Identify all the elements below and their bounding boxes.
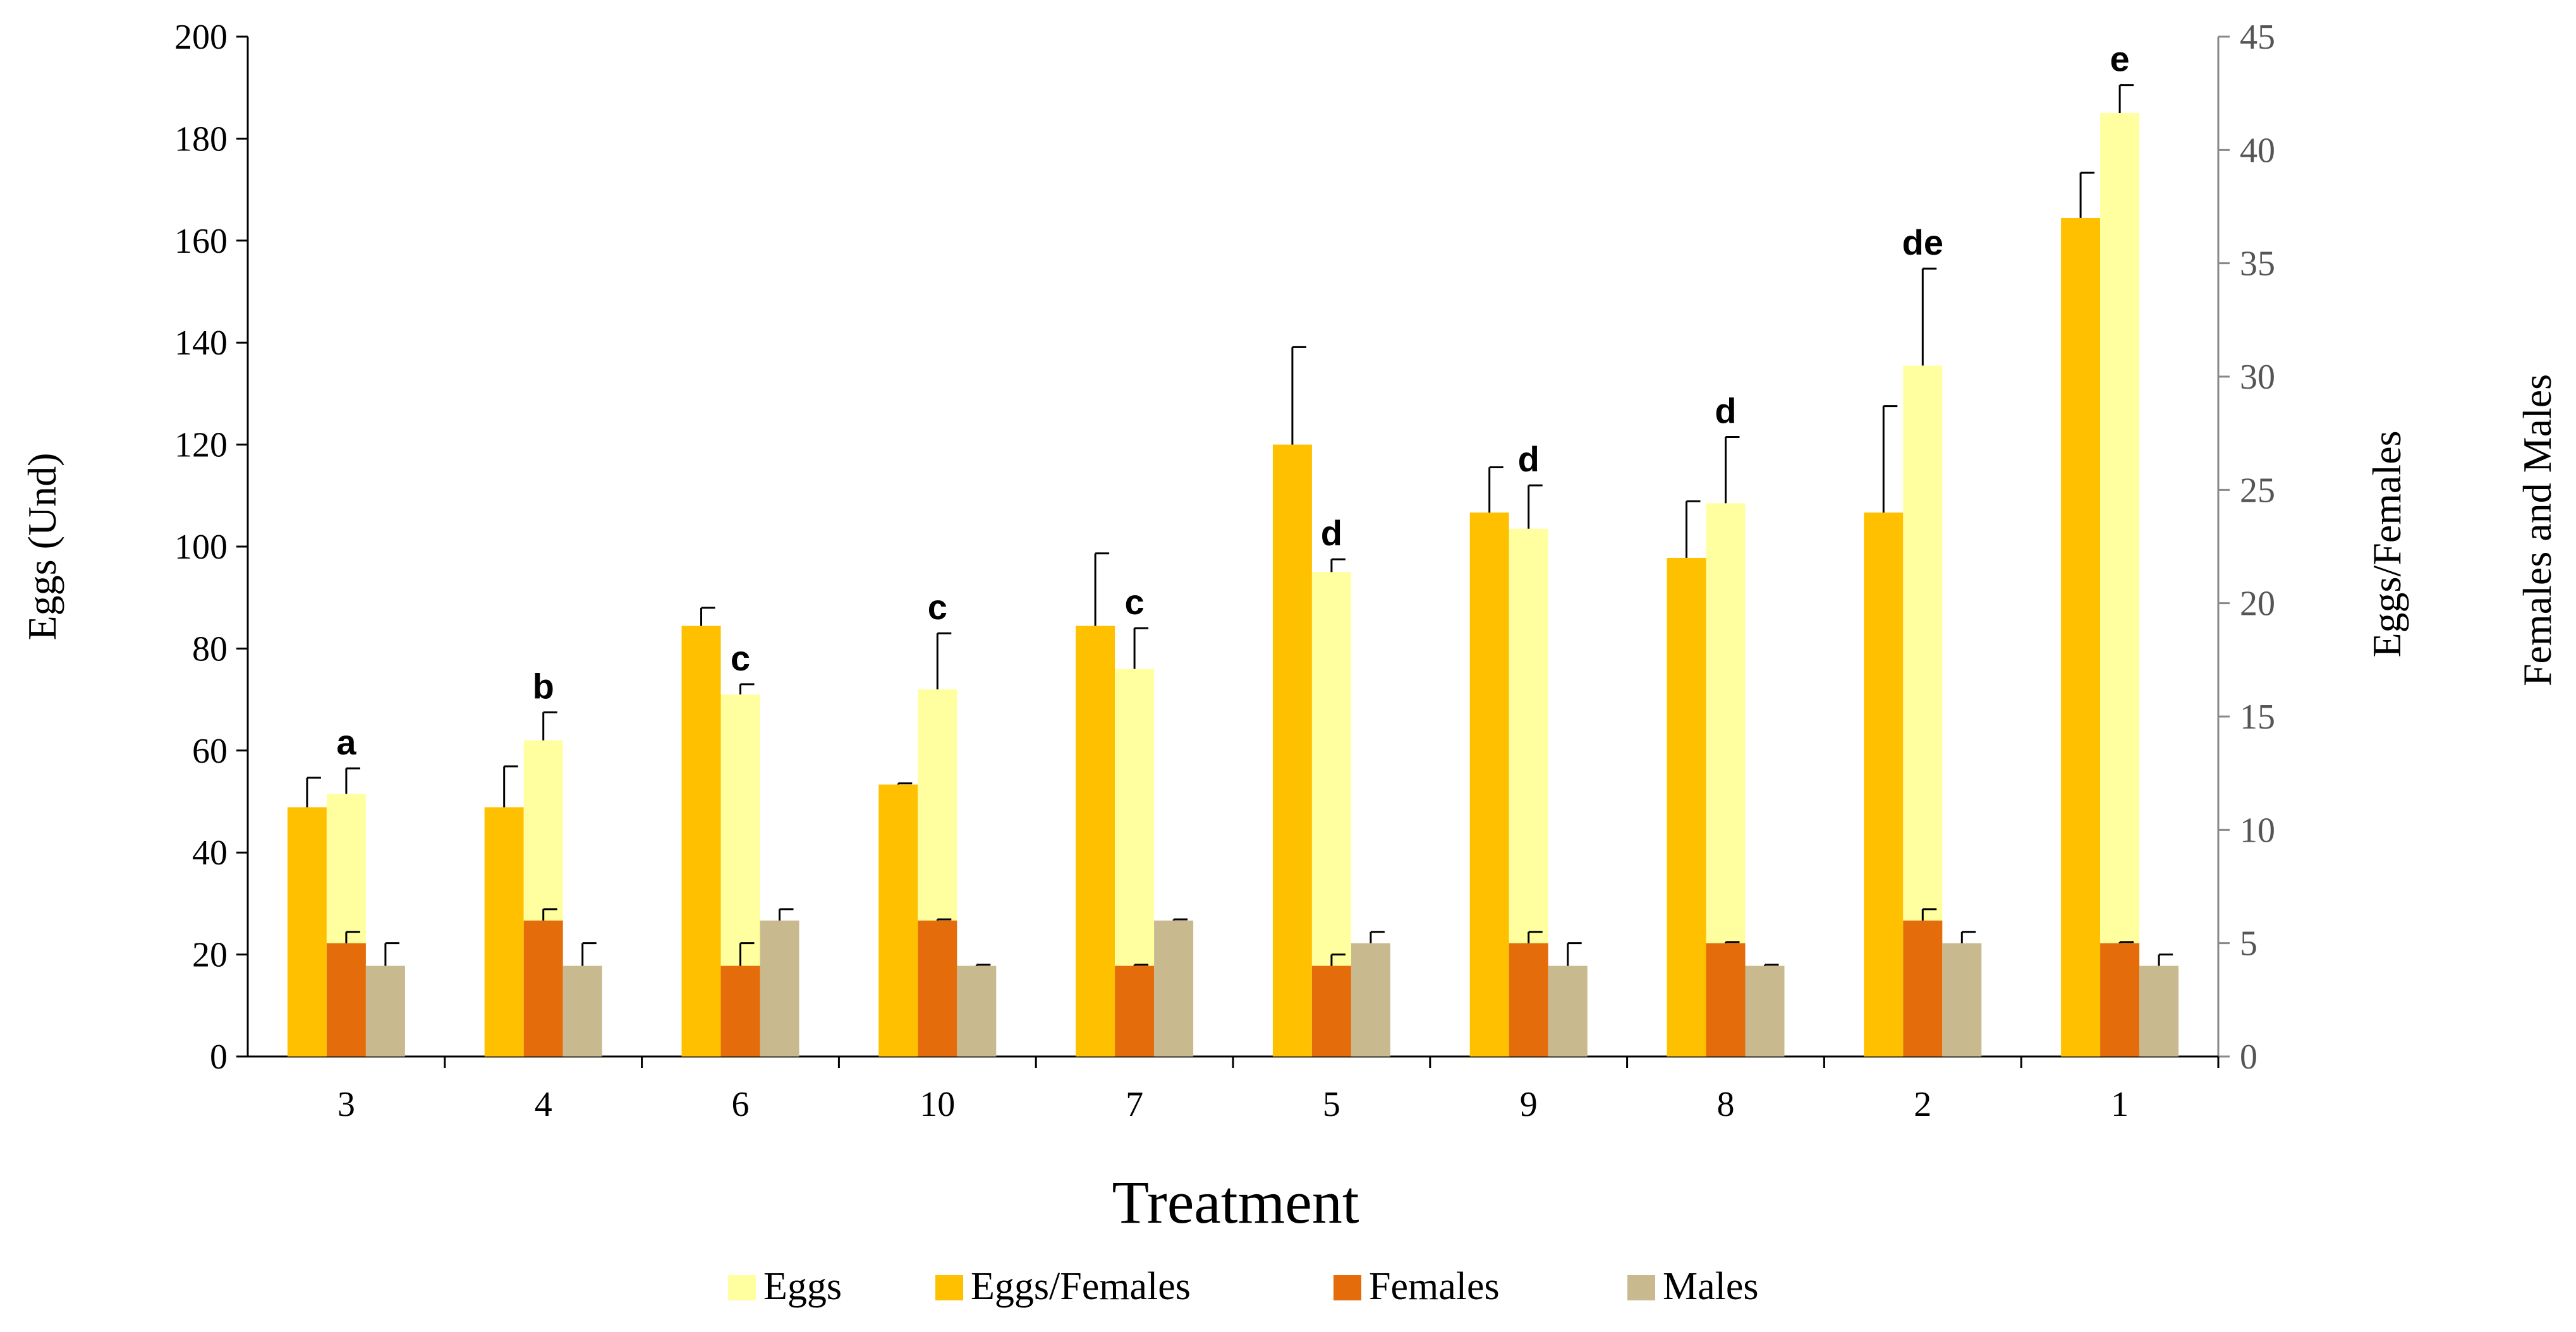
y-right-tick-label: 25 <box>2240 471 2275 510</box>
bar-females-9 <box>1509 943 1548 1057</box>
bar-eggs-females-8 <box>1667 557 1706 1057</box>
y-right-tick-label: 0 <box>2240 1038 2257 1077</box>
bar-females-5 <box>1311 966 1351 1057</box>
y-axis-right-title: Eggs/Females <box>2364 430 2409 657</box>
x-tick-label: 5 <box>1323 1085 1340 1124</box>
y-left-tick-label: 180 <box>174 119 228 159</box>
x-tick-label: 7 <box>1126 1085 1143 1124</box>
y-right-tick-label: 30 <box>2240 358 2275 397</box>
bar-females-8 <box>1706 943 1746 1057</box>
bar-females-6 <box>720 966 760 1057</box>
bar-males-3 <box>365 966 405 1057</box>
significance-letter: e <box>2110 39 2130 79</box>
y-left-tick-label: 120 <box>174 426 228 465</box>
y-right-tick-label: 10 <box>2240 811 2275 850</box>
legend-swatch <box>1627 1275 1655 1300</box>
bar-eggs-females-10 <box>878 784 918 1057</box>
bar-males-8 <box>1745 966 1785 1057</box>
bar-females-3 <box>326 943 366 1057</box>
y-right-tick-label: 35 <box>2240 245 2275 284</box>
x-axis-title: Treatment <box>1112 1168 1359 1236</box>
y-right-tick-label: 15 <box>2240 698 2275 737</box>
y-axis-left-title: Eggs (Und) <box>20 453 64 641</box>
bar-eggs-females-3 <box>287 807 327 1057</box>
y-left-tick-label: 160 <box>174 222 228 261</box>
x-tick-label: 9 <box>1520 1085 1538 1124</box>
bar-males-7 <box>1154 920 1194 1057</box>
x-tick-label: 10 <box>920 1085 955 1124</box>
legend-swatch <box>935 1275 963 1300</box>
bar-males-6 <box>760 920 799 1057</box>
bar-eggs-females-9 <box>1469 512 1509 1057</box>
bar-eggs-females-1 <box>2061 217 2101 1057</box>
legend-label: Eggs <box>763 1265 842 1308</box>
chart-bars <box>287 84 2179 1057</box>
y-right-tick-label: 40 <box>2240 131 2275 170</box>
y-left-tick-label: 80 <box>192 629 228 669</box>
bar-eggs-females-7 <box>1076 626 1115 1057</box>
bar-males-9 <box>1548 966 1588 1057</box>
chart-legend: Eggs Eggs/Females Females Males <box>728 1265 1759 1308</box>
bar-males-2 <box>1942 943 1982 1057</box>
y-left-tick-label: 140 <box>174 324 228 363</box>
significance-letter: d <box>1715 391 1736 430</box>
bar-eggs-1 <box>2100 113 2140 1057</box>
legend-label: Males <box>1663 1265 1759 1308</box>
bar-females-1 <box>2100 943 2140 1057</box>
significance-letter: a <box>336 722 356 762</box>
bar-eggs-females-6 <box>681 626 721 1057</box>
x-tick-label: 1 <box>2111 1085 2129 1124</box>
significance-letter: c <box>928 587 947 627</box>
y-left-tick-label: 60 <box>192 732 228 771</box>
chart-labels: 0204060801001201401601802000510152025303… <box>20 18 2560 1236</box>
significance-letter: d <box>1321 513 1342 553</box>
bar-males-1 <box>2139 966 2179 1057</box>
significance-letter: c <box>731 638 750 678</box>
bar-eggs-females-5 <box>1272 444 1312 1057</box>
significance-letter: de <box>1902 222 1943 262</box>
x-tick-label: 6 <box>732 1085 750 1124</box>
x-tick-label: 2 <box>1914 1085 1931 1124</box>
bar-males-5 <box>1351 943 1390 1057</box>
y-axis-right-title-2: Females and Males <box>2515 374 2560 686</box>
legend-label: Eggs/Females <box>971 1265 1191 1308</box>
bar-females-2 <box>1903 920 1943 1057</box>
significance-letter: b <box>533 666 554 706</box>
legend-swatch <box>1334 1275 1361 1300</box>
y-left-tick-label: 100 <box>174 528 228 567</box>
significance-letter: c <box>1125 582 1145 622</box>
y-left-tick-label: 200 <box>174 18 228 57</box>
significance-letter: d <box>1518 439 1540 479</box>
y-right-tick-label: 45 <box>2240 18 2275 57</box>
x-tick-label: 8 <box>1717 1085 1735 1124</box>
y-right-tick-label: 5 <box>2240 924 2257 964</box>
y-left-tick-label: 20 <box>192 936 228 975</box>
bar-eggs-females-2 <box>1864 512 1904 1057</box>
bar-females-4 <box>523 920 563 1057</box>
x-tick-label: 3 <box>337 1085 355 1124</box>
y-right-tick-label: 20 <box>2240 584 2275 624</box>
legend-label: Females <box>1369 1265 1500 1308</box>
bar-males-10 <box>957 966 997 1057</box>
bar-eggs-females-4 <box>484 807 524 1057</box>
y-left-tick-label: 0 <box>210 1038 228 1077</box>
bar-females-10 <box>918 920 957 1057</box>
y-left-tick-label: 40 <box>192 833 228 873</box>
x-tick-label: 4 <box>535 1085 552 1124</box>
legend-swatch <box>728 1275 756 1300</box>
bar-males-4 <box>562 966 602 1057</box>
bar-females-7 <box>1115 966 1155 1057</box>
